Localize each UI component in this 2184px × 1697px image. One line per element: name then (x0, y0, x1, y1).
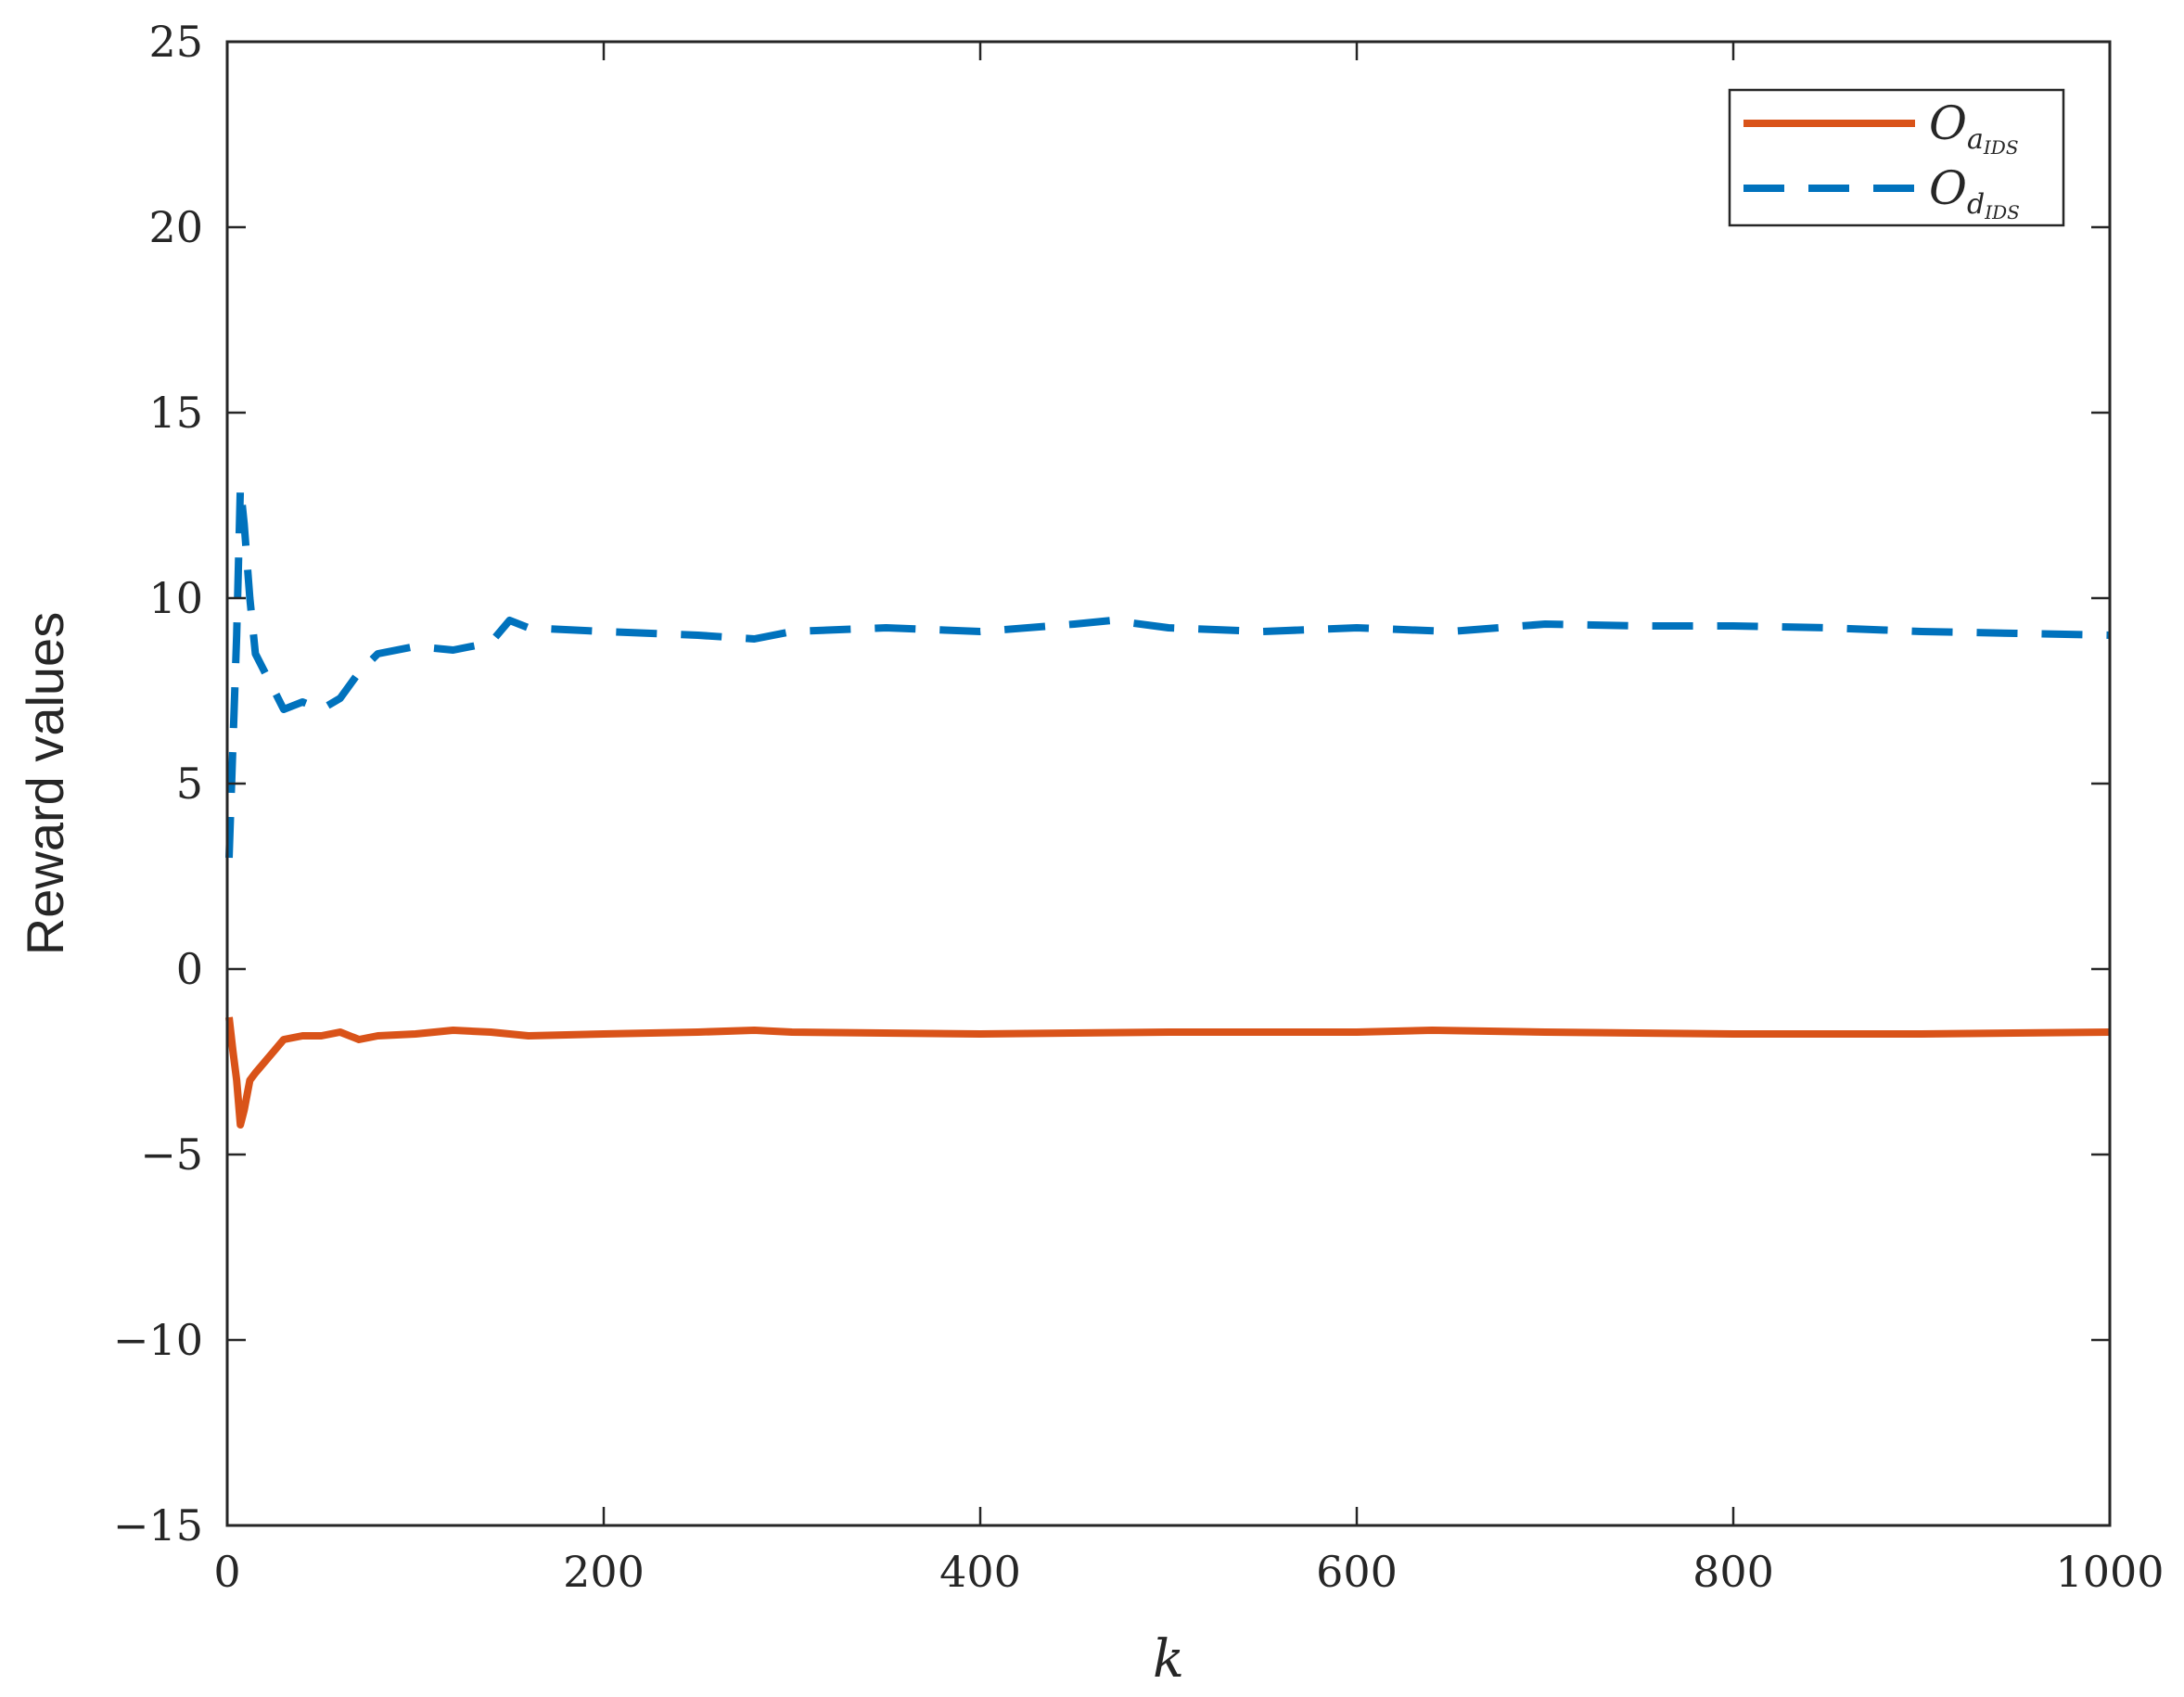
y-tick-label: 0 (176, 944, 203, 994)
y-tick-label: −10 (113, 1315, 203, 1365)
ticks-layer (225, 40, 2112, 1527)
y-axis-title: Reward values (16, 612, 74, 955)
x-tick-label: 600 (1316, 1547, 1398, 1597)
legend-sub-2: d (1967, 188, 1985, 221)
y-tick-label: 25 (148, 17, 203, 67)
legend-label-series-1: OaIDS (1929, 96, 2019, 159)
x-tick-label: 1000 (2055, 1547, 2164, 1597)
legend-subsub-2: IDS (1984, 201, 2020, 223)
y-tick-label: 20 (148, 202, 203, 252)
series-line-1 (225, 1016, 2111, 1129)
tick-labels-layer: 0 200 400 600 800 1000 −15 −10 −5 0 5 10 15 20 25 (113, 17, 2165, 1597)
series-layer (225, 483, 2111, 1129)
legend: OaIDS OdIDS (1728, 88, 2065, 227)
x-tick-label: 400 (939, 1547, 1021, 1597)
plot-frame (225, 40, 2112, 1527)
legend-box (1728, 88, 2065, 227)
series-line-2 (225, 483, 2111, 859)
x-tick-label: 200 (563, 1547, 645, 1597)
legend-base-2: O (1929, 161, 1967, 215)
x-axis-title: k (1153, 1629, 1184, 1690)
y-tick-label: 5 (176, 759, 203, 809)
y-tick-label: 15 (148, 388, 203, 438)
legend-label-series-2: OdIDS (1929, 161, 2020, 223)
x-tick-label: 800 (1692, 1547, 1774, 1597)
x-tick-label: 0 (213, 1547, 240, 1597)
y-tick-label: −15 (113, 1500, 203, 1550)
legend-sub-1: a (1967, 123, 1984, 156)
y-tick-label: 10 (148, 573, 203, 623)
y-tick-label: −5 (140, 1129, 203, 1180)
legend-subsub-1: IDS (1983, 136, 2019, 159)
legend-base-1: O (1929, 96, 1967, 150)
